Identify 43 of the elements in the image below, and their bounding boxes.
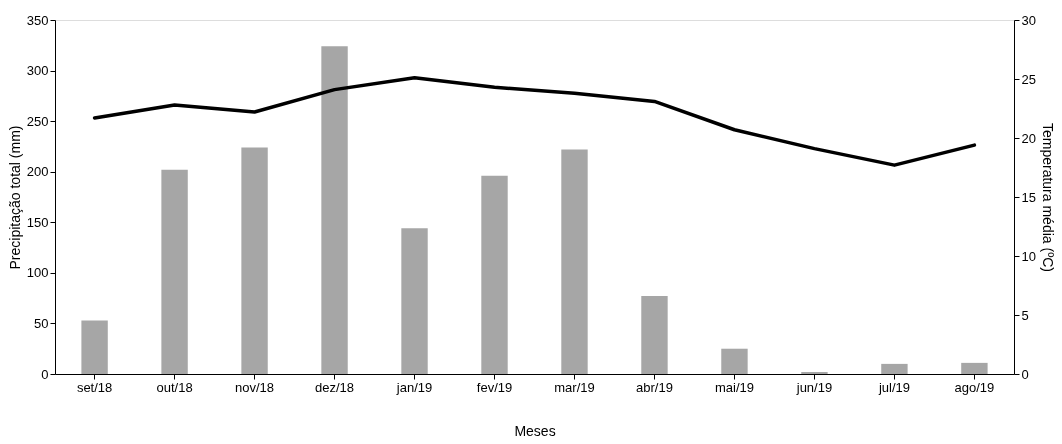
y2-axis-title: Temperatura média (ºC): [1039, 122, 1056, 273]
bar: [801, 371, 828, 374]
y-tick-label: 150: [26, 214, 49, 230]
y-tick-label: 100: [26, 265, 49, 281]
x-tick-label: mai/19: [714, 379, 754, 395]
y-tick-label: 250: [26, 113, 49, 129]
bar: [401, 228, 428, 374]
bar: [881, 363, 908, 374]
y2-tick-label: 30: [1021, 12, 1036, 28]
x-tick-label: jun/19: [795, 379, 833, 395]
bar: [161, 169, 188, 374]
bar: [721, 348, 748, 374]
x-tick-label: out/18: [156, 379, 193, 395]
bar: [961, 362, 988, 374]
bar: [241, 147, 268, 374]
y2-tick-label: 0: [1021, 366, 1029, 382]
x-tick-label: fev/19: [476, 379, 513, 395]
y2-tick-label: 5: [1021, 307, 1029, 323]
bar: [81, 320, 108, 374]
y-tick-label: 200: [26, 164, 49, 180]
x-tick-label: abr/19: [636, 379, 673, 395]
line-series: [92, 76, 977, 167]
x-axis-title: Meses: [514, 422, 556, 439]
y2-tick-label: 25: [1021, 71, 1036, 87]
y-tick-label: 0: [41, 366, 49, 382]
x-tick-label: jul/19: [877, 379, 910, 395]
y-tick-label: 350: [26, 12, 49, 28]
y2-tick-label: 10: [1021, 248, 1036, 264]
bar: [481, 175, 508, 374]
y-tick-label: 300: [26, 63, 49, 79]
y2-tick-label: 15: [1021, 189, 1036, 205]
x-tick-label: mar/19: [554, 379, 595, 395]
y2-tick-label: 20: [1021, 130, 1036, 146]
x-tick-label: dez/18: [315, 379, 355, 395]
x-tick-label: set/18: [76, 379, 113, 395]
x-tick-label: nov/18: [235, 379, 275, 395]
bar: [561, 149, 588, 374]
bar: [641, 296, 668, 374]
x-tick-label: ago/19: [954, 379, 995, 395]
bar: [321, 46, 348, 374]
y-tick-label: 50: [34, 315, 49, 331]
y-axis-title: Precipitação total (mm): [6, 125, 23, 270]
x-tick-label: jan/19: [395, 379, 433, 395]
